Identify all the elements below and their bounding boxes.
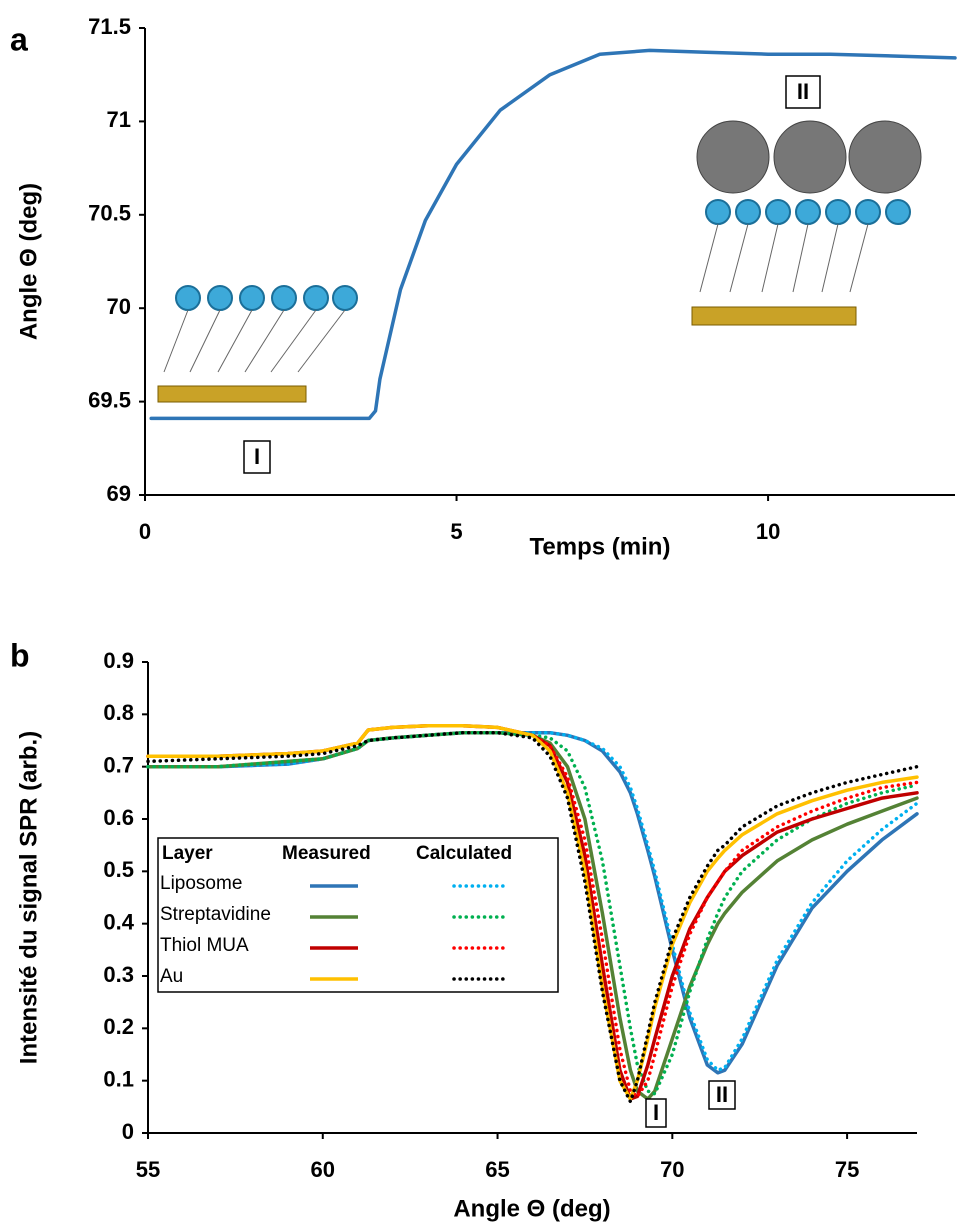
annotation: II	[716, 1082, 728, 1107]
legend-label: Au	[160, 966, 183, 987]
x-tick-label: 70	[660, 1157, 684, 1182]
y-tick-label: 0.8	[103, 700, 134, 725]
annotation-box	[785, 75, 821, 109]
annotation-box	[708, 1080, 736, 1110]
y-tick-label: 70.5	[88, 201, 131, 226]
x-tick-label: 75	[835, 1157, 859, 1182]
legend-header: Layer	[162, 843, 213, 864]
legend-label: Streptavidine	[160, 904, 271, 925]
y-tick-label: 0.6	[103, 805, 134, 830]
y-tick-label: 69.5	[88, 387, 131, 412]
annotation: I	[653, 1100, 659, 1125]
line	[149, 48, 957, 421]
y-tick-label: 69	[107, 481, 131, 506]
x-tick-label: 60	[311, 1157, 335, 1182]
x-axis-title: Angle Θ (deg)	[453, 1195, 610, 1222]
legend-box	[157, 837, 559, 993]
x-tick-label: 55	[136, 1157, 160, 1182]
y-tick-label: 0	[122, 1119, 134, 1144]
calculated-line	[146, 730, 919, 1104]
y-tick-label: 0.9	[103, 648, 134, 673]
panel-label: b	[10, 637, 30, 673]
calculated-line	[146, 730, 919, 1096]
legend-header: Measured	[282, 843, 371, 864]
y-tick-label: 71	[107, 107, 131, 132]
x-axis-title: Temps (min)	[530, 533, 671, 560]
y-tick-label: 0.1	[103, 1066, 134, 1091]
legend-label: Liposome	[160, 873, 242, 894]
illustration-i	[157, 285, 358, 403]
y-tick-label: 0.4	[103, 909, 134, 934]
y-tick-label: 0.7	[103, 752, 134, 777]
annotation: I	[254, 444, 260, 469]
legend-label: Thiol MUA	[160, 935, 249, 956]
y-axis-title: Angle Θ (deg)	[15, 183, 42, 340]
y-tick-label: 0.5	[103, 857, 134, 882]
annotation-box	[645, 1098, 667, 1128]
illustration-ii	[691, 120, 922, 326]
annotation-box	[243, 440, 271, 474]
y-tick-label: 0.2	[103, 1014, 134, 1039]
y-tick-label: 70	[107, 294, 131, 319]
x-tick-label: 5	[450, 519, 462, 544]
x-tick-label: 10	[756, 519, 780, 544]
y-axis-title: Intensité du signal SPR (arb.)	[15, 731, 42, 1064]
y-tick-label: 71.5	[88, 14, 131, 39]
x-tick-label: 0	[139, 519, 151, 544]
x-tick-label: 65	[485, 1157, 509, 1182]
legend-header: Calculated	[416, 843, 512, 864]
panel-label: a	[10, 21, 28, 57]
annotation: II	[797, 79, 809, 104]
y-tick-label: 0.3	[103, 962, 134, 987]
